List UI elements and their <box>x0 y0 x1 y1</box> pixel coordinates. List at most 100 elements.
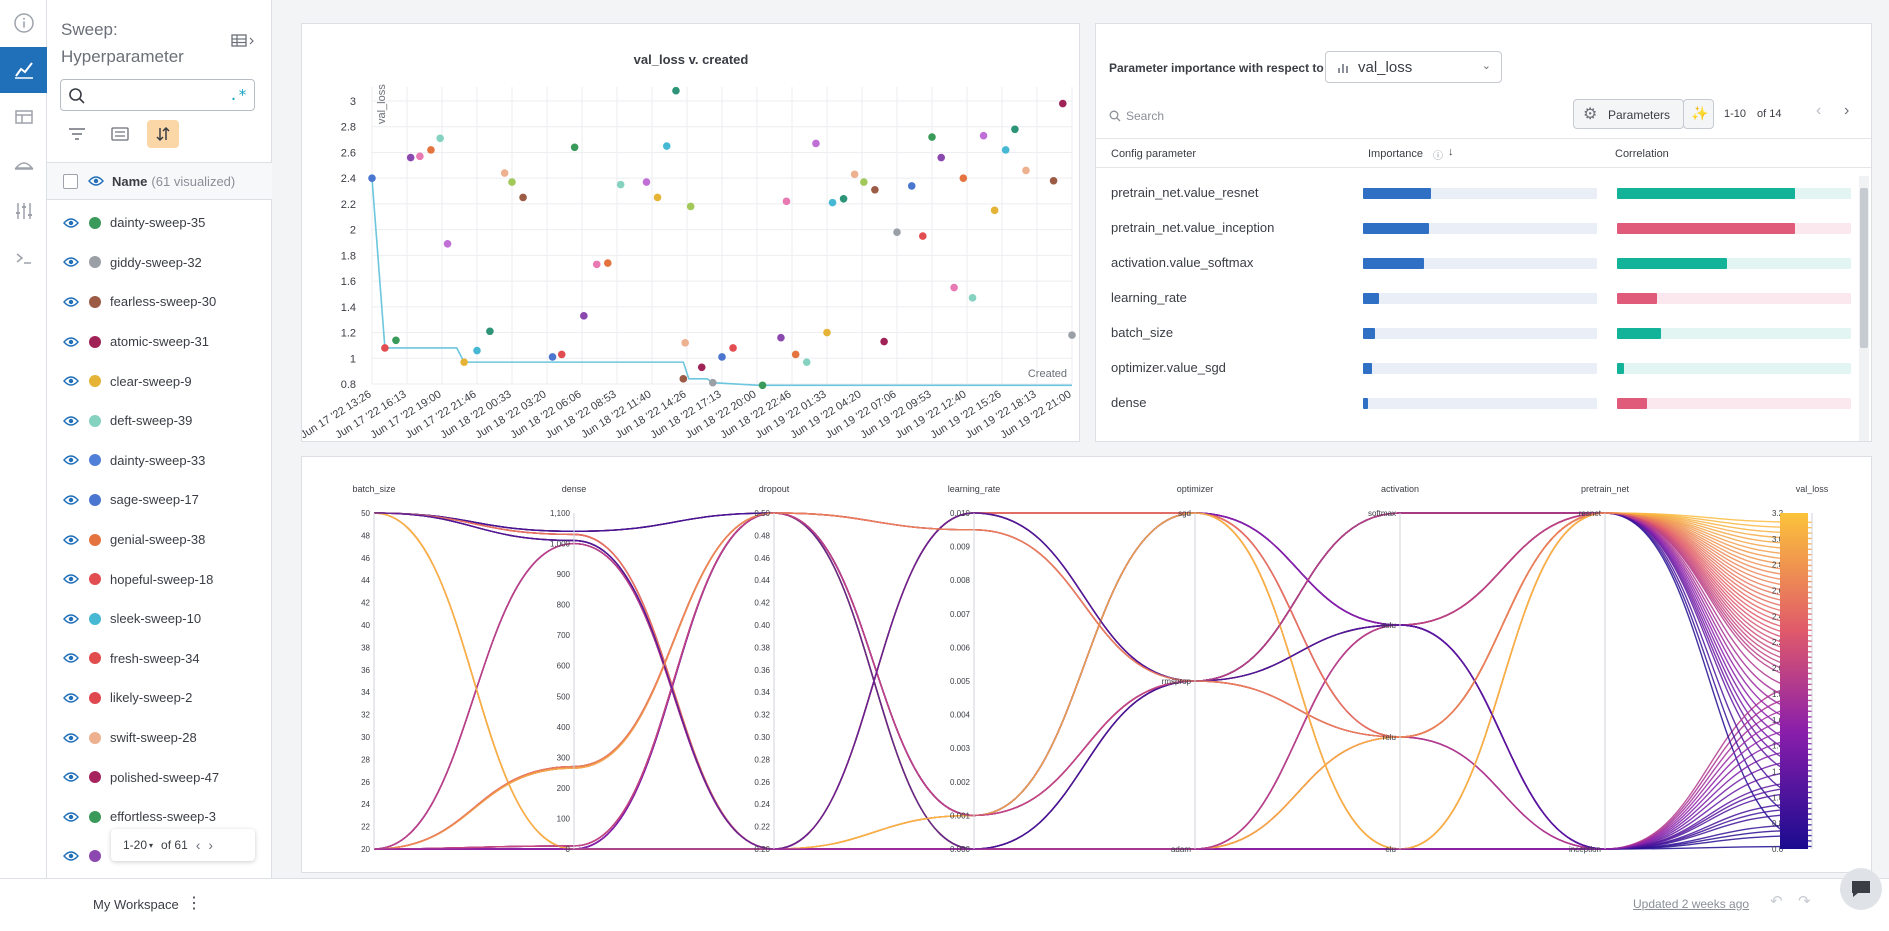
run-line[interactable] <box>373 512 1813 850</box>
run-line[interactable] <box>373 512 1813 850</box>
select-all-checkbox[interactable] <box>63 173 78 189</box>
run-color-dot[interactable] <box>89 533 101 546</box>
scatter-point[interactable] <box>823 328 831 337</box>
run-color-dot[interactable] <box>89 256 101 269</box>
run-line[interactable] <box>373 512 1813 850</box>
run-row[interactable]: swift-sweep-28 <box>47 718 272 758</box>
run-line[interactable] <box>373 512 1813 850</box>
scatter-point[interactable] <box>508 178 516 186</box>
run-row[interactable]: dainty-sweep-35 <box>47 203 272 243</box>
scatter-point[interactable] <box>1022 166 1030 175</box>
run-line[interactable] <box>373 512 1813 850</box>
scatter-point[interactable] <box>662 142 671 150</box>
scatter-point[interactable] <box>392 336 400 345</box>
scatter-point[interactable] <box>777 333 785 342</box>
next-page-icon[interactable]: › <box>1844 102 1850 119</box>
runs-search-input[interactable]: .* <box>60 79 255 111</box>
run-line[interactable] <box>373 512 1813 850</box>
eye-icon[interactable] <box>63 415 79 427</box>
run-name[interactable]: deft-sweep-39 <box>110 413 193 429</box>
run-row[interactable]: polished-sweep-47 <box>47 757 272 797</box>
scatter-point[interactable] <box>679 375 688 383</box>
run-row[interactable]: likely-sweep-2 <box>47 678 272 718</box>
importance-header[interactable]: Importance <box>1368 148 1424 160</box>
run-line[interactable] <box>373 512 1813 850</box>
scatter-point[interactable] <box>570 143 579 152</box>
info-icon[interactable] <box>0 0 47 46</box>
run-row[interactable]: effortless-sweep-3 <box>47 797 272 837</box>
run-line[interactable] <box>374 802 1813 850</box>
importance-row[interactable]: learning_rate <box>1096 281 1856 316</box>
run-name[interactable]: fresh-sweep-34 <box>110 650 200 666</box>
run-line[interactable] <box>373 512 1813 850</box>
scatter-point[interactable] <box>500 169 509 177</box>
run-line[interactable] <box>373 512 1813 850</box>
scatter-point[interactable] <box>990 206 999 215</box>
run-name[interactable]: polished-sweep-47 <box>110 769 220 785</box>
scatter-point[interactable] <box>729 344 737 352</box>
run-name[interactable]: clear-sweep-9 <box>110 373 192 389</box>
scatter-point[interactable] <box>782 197 791 206</box>
scatter-point[interactable] <box>1011 125 1019 134</box>
run-row[interactable] <box>47 837 272 877</box>
eye-icon[interactable] <box>63 454 79 466</box>
importance-row[interactable]: pretrain_net.value_inception <box>1096 211 1856 246</box>
scatter-point[interactable] <box>653 193 662 202</box>
scatter-point[interactable] <box>1049 176 1058 185</box>
scatter-point[interactable] <box>681 339 689 347</box>
scatter-point[interactable] <box>580 312 588 320</box>
run-name[interactable]: dainty-sweep-33 <box>110 452 206 468</box>
scatter-point[interactable] <box>1058 99 1067 108</box>
eye-icon[interactable] <box>63 494 79 506</box>
eye-icon[interactable] <box>63 256 79 268</box>
run-name[interactable]: sleek-sweep-10 <box>110 611 202 627</box>
run-row[interactable]: sage-sweep-17 <box>47 480 272 520</box>
chat-support-button[interactable] <box>1840 868 1882 910</box>
run-line[interactable] <box>373 512 1813 850</box>
run-name[interactable]: giddy-sweep-32 <box>110 254 202 270</box>
regex-toggle[interactable]: .* <box>228 86 247 104</box>
sort-button[interactable] <box>147 120 179 148</box>
run-color-dot[interactable] <box>89 573 101 586</box>
run-line[interactable] <box>373 512 1813 850</box>
run-row[interactable]: deft-sweep-39 <box>47 401 272 441</box>
run-line[interactable] <box>373 512 1813 850</box>
run-line[interactable] <box>373 512 1813 850</box>
scatter-point[interactable] <box>406 153 415 162</box>
sweep-broom-icon[interactable] <box>0 141 47 187</box>
run-color-dot[interactable] <box>89 810 101 823</box>
run-name[interactable]: likely-sweep-2 <box>110 690 193 706</box>
scatter-point[interactable] <box>1068 331 1076 339</box>
parameters-button[interactable]: ⚙ Parameters <box>1573 99 1684 129</box>
scatter-point[interactable] <box>907 182 916 190</box>
scatter-point[interactable] <box>557 350 566 359</box>
val-loss-scatter-chart[interactable]: val_loss v. created 0.8 1 1.2 1.4 1.6 1.8 2 2.2 2… <box>299 24 1081 443</box>
run-color-dot[interactable] <box>89 850 101 863</box>
run-color-dot[interactable] <box>89 375 101 388</box>
run-line[interactable] <box>374 737 1813 850</box>
run-color-dot[interactable] <box>89 493 101 506</box>
scatter-point[interactable] <box>918 232 927 240</box>
scatter-point[interactable] <box>968 294 977 302</box>
filter-button[interactable] <box>61 120 93 148</box>
pager-range[interactable]: 1-20 <box>123 838 148 852</box>
scatter-point[interactable] <box>928 133 936 141</box>
run-line[interactable] <box>373 512 1813 850</box>
importance-row[interactable]: dense <box>1096 386 1856 421</box>
run-line[interactable] <box>373 512 1813 850</box>
scatter-point[interactable] <box>672 86 680 95</box>
scatter-point[interactable] <box>839 194 848 203</box>
scatter-point[interactable] <box>791 350 800 359</box>
scrollbar-thumb[interactable] <box>1860 188 1868 348</box>
run-color-dot[interactable] <box>89 216 101 229</box>
eye-icon[interactable] <box>63 692 79 704</box>
prev-page-icon[interactable]: ‹ <box>195 837 201 853</box>
run-name[interactable]: sage-sweep-17 <box>110 492 199 508</box>
scatter-point[interactable] <box>937 153 946 162</box>
run-row[interactable]: hopeful-sweep-18 <box>47 559 272 599</box>
scatter-point[interactable] <box>812 139 820 148</box>
eye-icon[interactable] <box>63 336 79 348</box>
parameter-search-input[interactable]: Search <box>1109 104 1489 128</box>
scatter-point[interactable] <box>486 327 494 336</box>
table-icon[interactable] <box>0 94 47 140</box>
